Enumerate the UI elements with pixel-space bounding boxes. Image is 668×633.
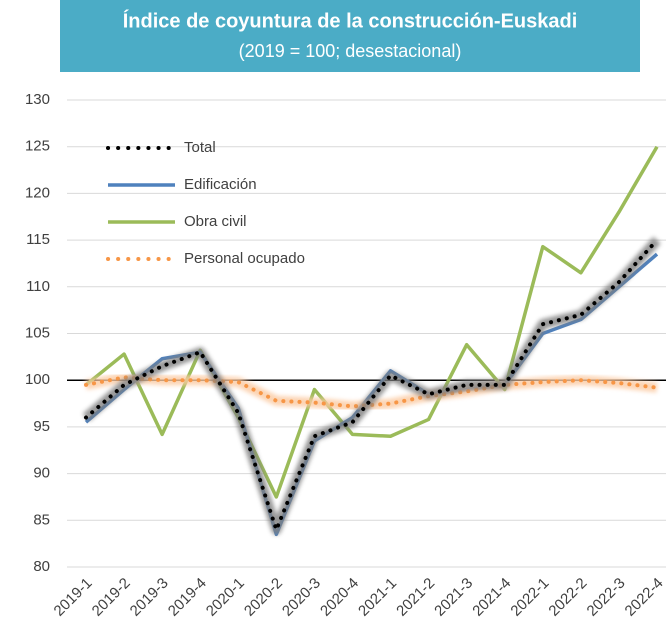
y-tick-label: 95	[33, 418, 50, 435]
x-tick-label: 2022-1	[507, 575, 552, 620]
x-tick-label: 2022-4	[622, 575, 667, 620]
x-tick-label: 2019-1	[51, 575, 96, 620]
legend-label: Edificación	[184, 176, 257, 193]
y-tick-label: 110	[26, 278, 50, 295]
x-tick-label: 2021-1	[355, 575, 400, 620]
x-tick-label: 2019-4	[165, 575, 210, 620]
x-tick-label: 2020-3	[279, 575, 324, 620]
x-tick-label: 2021-2	[393, 575, 438, 620]
legend-label: Total	[184, 139, 216, 156]
series-line	[84, 238, 659, 532]
x-tick-label: 2021-3	[431, 575, 476, 620]
chart-subtitle: (2019 = 100; desestacional)	[239, 41, 462, 61]
x-tick-label: 2020-2	[241, 575, 286, 620]
y-tick-label: 90	[33, 465, 50, 482]
x-tick-label: 2020-4	[317, 575, 362, 620]
x-tick-label: 2020-1	[203, 575, 248, 620]
x-tick-label: 2019-2	[89, 575, 134, 620]
y-tick-label: 115	[26, 231, 50, 248]
chart-title: Índice de coyuntura de la construcción-E…	[123, 9, 578, 32]
title-banner	[60, 0, 640, 72]
y-tick-label: 100	[25, 371, 50, 388]
x-tick-label: 2021-4	[469, 575, 514, 620]
y-tick-label: 105	[25, 324, 50, 341]
y-tick-label: 125	[25, 138, 50, 155]
x-tick-label: 2022-2	[545, 575, 590, 620]
legend-label: Personal ocupado	[184, 250, 305, 267]
y-tick-label: 85	[33, 511, 50, 528]
x-tick-label: 2022-3	[584, 575, 629, 620]
y-tick-label: 80	[33, 558, 50, 575]
y-tick-label: 120	[25, 184, 50, 201]
y-tick-label: 130	[25, 91, 50, 108]
series-line	[84, 145, 659, 499]
legend-label: Obra civil	[184, 213, 247, 230]
x-tick-label: 2019-3	[127, 575, 172, 620]
